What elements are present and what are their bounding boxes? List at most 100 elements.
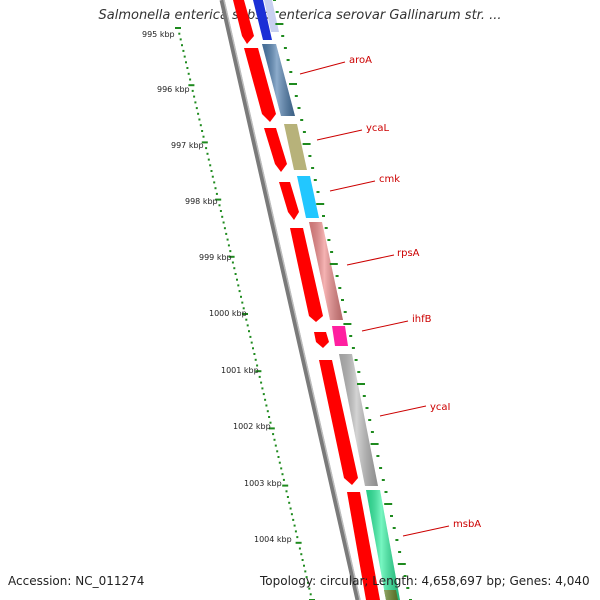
outer-tick (398, 551, 402, 553)
ruler-dot (191, 89, 194, 92)
tick-label: 1002 kbp (233, 422, 271, 431)
tick-label: 1000 kbp (209, 309, 247, 318)
cds-feature (279, 182, 299, 220)
backbone-highlight (223, 0, 361, 600)
ruler-dot (209, 164, 212, 167)
ruler-dot (274, 444, 277, 447)
ruler-dot (296, 536, 299, 539)
outer-tick-marks (273, 0, 412, 600)
ruler-dot (309, 593, 312, 596)
cds-feature (264, 128, 287, 172)
gene-feature (253, 0, 272, 40)
ruler-dot (181, 44, 183, 47)
ruler-dot (183, 55, 186, 58)
cds-feature (244, 48, 276, 122)
gene-label-ycaL[interactable]: ycaL (366, 123, 390, 134)
outer-tick (283, 47, 287, 49)
ruler-dot (256, 364, 259, 367)
outer-tick (273, 0, 276, 1)
ruler-dot (269, 421, 272, 424)
outer-tick (297, 107, 301, 109)
ruler-dot (236, 278, 238, 281)
tick-label: 998 kbp (185, 197, 218, 206)
ruler-dot (308, 587, 311, 590)
genome-title: Salmonella enterica subsp. enterica sero… (98, 8, 502, 23)
outer-tick (302, 143, 311, 145)
ruler-dot (240, 295, 242, 298)
outer-tick (281, 35, 285, 37)
ruler-dot (206, 152, 209, 155)
ruler-dot (187, 72, 190, 75)
ruler-dot (268, 427, 275, 430)
ruler-dot (225, 232, 228, 235)
ruler-dot (252, 347, 254, 350)
ruler-dot (222, 221, 225, 224)
ruler-dot (214, 187, 217, 190)
outer-tick (311, 167, 315, 169)
gene-label-cmk[interactable]: cmk (379, 174, 400, 185)
ruler-dot (282, 478, 285, 481)
gene-shading (262, 44, 295, 116)
outer-tick (329, 263, 338, 265)
gene-shading (339, 354, 378, 486)
gene-label-msbA[interactable]: msbA (453, 519, 481, 530)
outer-tick (362, 395, 366, 397)
ruler-dot (273, 438, 276, 441)
outer-tick (354, 359, 358, 361)
ruler-dot (266, 410, 269, 413)
ruler-dot (249, 335, 252, 338)
ruler-dot (241, 301, 244, 304)
ruler-dot (218, 204, 221, 207)
outer-tick (403, 575, 407, 577)
outer-tick (300, 119, 304, 121)
cds-feature (290, 228, 323, 322)
tick-label: 995 kbp (142, 30, 175, 39)
cds-feature (314, 332, 329, 348)
backbone-line (219, 0, 361, 600)
ruler-dot (205, 147, 208, 150)
gene-label-rpsA[interactable]: rpsA (397, 248, 420, 259)
tick-label: 996 kbp (157, 85, 190, 94)
ruler-dot (197, 112, 200, 115)
gene-label-ycaI[interactable]: ycaI (430, 402, 451, 413)
ruler-dot (201, 130, 204, 132)
outer-tick (302, 131, 306, 133)
ruler-dot (227, 244, 230, 247)
gene-ycaL-bar (284, 124, 307, 170)
gene-label-ihfB[interactable]: ihfB (412, 314, 432, 325)
outer-tick (316, 203, 325, 205)
ruler-dot (280, 467, 283, 470)
label-connector (402, 525, 450, 537)
outer-tick (289, 83, 297, 85)
outer-tick (327, 239, 331, 241)
gene-label-aroA[interactable]: aroA (349, 55, 372, 66)
outer-tick (324, 227, 328, 229)
gene-feature (264, 0, 279, 32)
ruler-dot (228, 255, 235, 258)
ruler-dot (194, 101, 197, 104)
ruler-dot (207, 158, 210, 161)
ruler-dot (276, 450, 279, 453)
outer-tick (384, 503, 393, 505)
ruler-dot (231, 261, 234, 264)
ruler-dot (178, 32, 181, 35)
ruler-dot (189, 78, 192, 81)
ruler-dot (253, 353, 256, 355)
outer-tick (341, 299, 344, 301)
ruler-dot (175, 27, 181, 29)
ruler-dot (292, 518, 295, 521)
tick-ruler (175, 27, 315, 600)
ruler-dot (258, 375, 261, 378)
ruler-dot (233, 267, 236, 270)
ruler-dot (254, 358, 257, 361)
outer-tick (384, 491, 388, 493)
gene-shading (309, 222, 343, 320)
ruler-dot (286, 496, 289, 498)
accession-text: Accession: NC_011274 (8, 574, 145, 588)
ruler-dot (179, 38, 182, 41)
outer-tick (368, 419, 372, 421)
outer-tick (343, 323, 352, 325)
ruler-dot (255, 370, 262, 373)
outer-tick (390, 515, 393, 517)
